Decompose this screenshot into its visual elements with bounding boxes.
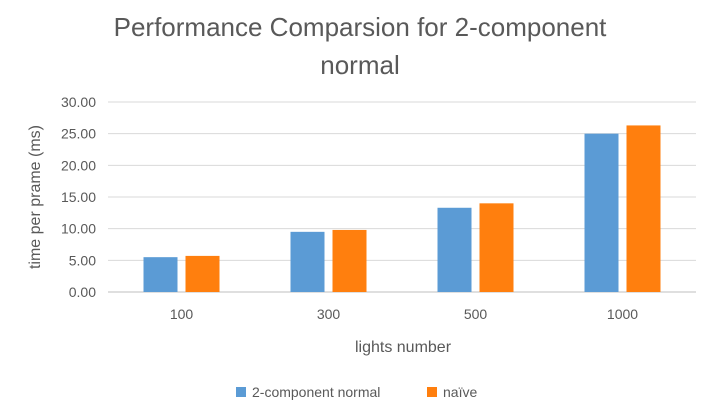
y-tick-label: 15.00 xyxy=(61,189,96,205)
y-tick-label: 20.00 xyxy=(61,157,96,173)
chart-title-line-1: Performance Comparsion for 2-component xyxy=(113,12,607,42)
legend-label: naïve xyxy=(443,384,477,400)
bar-na-ve-100 xyxy=(185,255,220,292)
y-tick-label: 25.00 xyxy=(61,126,96,142)
bar-2-component-normal-100 xyxy=(143,257,178,292)
bar-na-ve-500 xyxy=(479,203,514,292)
y-tick-label: 0.00 xyxy=(69,284,96,300)
bar-na-ve-300 xyxy=(332,229,367,292)
bar-2-component-normal-1000 xyxy=(584,133,619,292)
y-tick-label: 5.00 xyxy=(69,252,96,268)
bars xyxy=(143,125,661,292)
legend: 2-component normal naïve xyxy=(236,384,477,400)
y-tick-label: 10.00 xyxy=(61,221,96,237)
y-tick-label: 30.00 xyxy=(61,94,96,110)
x-axis-ticks: 100 300 500 1000 xyxy=(170,306,638,322)
legend-label: 2-component normal xyxy=(252,384,380,400)
chart-title-line-2: normal xyxy=(320,50,400,80)
y-axis-label: time per prame (ms) xyxy=(27,125,44,269)
x-tick-label: 500 xyxy=(464,306,488,322)
bar-na-ve-1000 xyxy=(626,125,661,292)
x-tick-label: 300 xyxy=(317,306,341,322)
legend-swatch xyxy=(236,387,246,397)
bar-2-component-normal-500 xyxy=(437,207,472,292)
y-axis-ticks: 0.00 5.00 10.00 15.00 20.00 25.00 30.00 xyxy=(61,94,96,300)
legend-swatch xyxy=(427,387,437,397)
x-tick-label: 100 xyxy=(170,306,194,322)
bar-2-component-normal-300 xyxy=(290,231,325,292)
x-axis-label: lights number xyxy=(355,339,452,356)
x-tick-label: 1000 xyxy=(607,306,638,322)
